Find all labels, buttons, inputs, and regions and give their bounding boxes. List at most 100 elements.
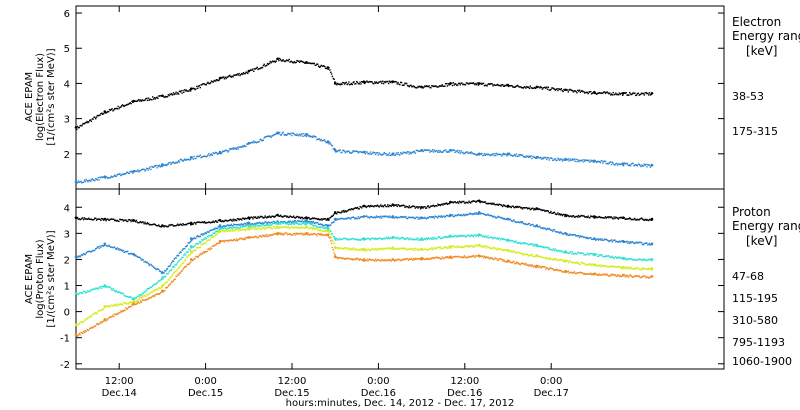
proton-point xyxy=(303,232,305,235)
proton-point xyxy=(488,202,490,205)
electron-point xyxy=(345,150,347,153)
electron-point xyxy=(508,85,511,87)
proton-point xyxy=(374,217,377,219)
proton-data-point xyxy=(362,258,366,261)
proton-point xyxy=(154,294,156,296)
proton-point xyxy=(445,246,448,248)
electron-point xyxy=(327,68,329,70)
electron-point xyxy=(381,154,383,156)
proton-point xyxy=(602,256,604,258)
electron-point xyxy=(140,100,143,102)
proton-point xyxy=(584,272,586,275)
proton-point xyxy=(599,216,601,219)
electron-point xyxy=(127,171,129,173)
electron-point xyxy=(505,84,507,87)
proton-point xyxy=(109,246,112,248)
electron-point xyxy=(464,152,467,154)
electron-point xyxy=(498,153,500,156)
proton-point xyxy=(620,275,622,278)
proton-point xyxy=(554,213,557,215)
proton-point xyxy=(457,234,460,237)
electron-point xyxy=(279,134,282,136)
electron-point xyxy=(471,82,474,85)
proton-point xyxy=(406,217,409,220)
proton-point xyxy=(162,291,164,293)
proton-point xyxy=(582,262,584,264)
proton-point xyxy=(395,248,398,250)
electron-point xyxy=(629,165,632,167)
proton-point xyxy=(510,240,512,242)
proton-point xyxy=(212,245,214,247)
electron-point xyxy=(490,154,493,156)
electron-point xyxy=(158,164,161,166)
proton-point xyxy=(505,249,507,251)
proton-point xyxy=(198,241,201,243)
proton-point xyxy=(274,223,277,225)
proton-point xyxy=(141,258,144,261)
electron-point xyxy=(169,161,171,164)
proton-point xyxy=(536,245,538,248)
proton-point xyxy=(503,259,506,262)
proton-point xyxy=(344,218,347,220)
proton-point xyxy=(419,239,422,241)
proton-point xyxy=(273,226,276,228)
proton-point xyxy=(206,239,208,242)
proton-point xyxy=(378,216,380,218)
proton-point xyxy=(311,228,314,230)
electron-point xyxy=(468,152,470,154)
electron-point xyxy=(307,134,309,136)
proton-point xyxy=(417,248,419,250)
proton-data-point xyxy=(449,245,452,248)
proton-point xyxy=(165,282,167,284)
electron-point xyxy=(85,178,87,181)
proton-point xyxy=(228,240,230,242)
proton-point xyxy=(359,258,361,260)
proton-point xyxy=(432,236,434,239)
proton-point xyxy=(575,253,577,255)
proton-point xyxy=(345,238,347,240)
proton-point xyxy=(387,216,390,219)
proton-point xyxy=(541,246,544,248)
proton-point xyxy=(376,259,379,261)
proton-point xyxy=(256,237,258,239)
proton-point xyxy=(230,227,233,229)
proton-point xyxy=(629,274,632,277)
proton-point xyxy=(389,204,391,207)
proton-point xyxy=(342,211,344,213)
proton-point xyxy=(600,265,602,268)
proton-point xyxy=(439,258,442,260)
proton-point xyxy=(309,227,311,229)
proton-point xyxy=(204,237,207,239)
proton-point xyxy=(437,257,439,259)
proton-point xyxy=(339,238,341,241)
proton-point xyxy=(587,263,589,266)
proton-point xyxy=(344,257,347,260)
proton-point xyxy=(650,260,652,262)
proton-point xyxy=(555,231,557,233)
proton-point xyxy=(361,207,363,209)
electron-data-point xyxy=(247,69,251,73)
proton-point xyxy=(329,229,331,232)
proton-point xyxy=(342,248,344,250)
electron-point xyxy=(559,89,562,91)
proton-point xyxy=(352,237,354,240)
proton-point xyxy=(133,298,136,301)
electron-point xyxy=(209,155,211,157)
electron-data-point xyxy=(449,82,452,85)
proton-point xyxy=(271,215,273,217)
proton-point xyxy=(307,228,309,230)
proton-point xyxy=(322,224,324,226)
proton-point xyxy=(518,263,520,265)
proton-point xyxy=(235,228,238,231)
proton-point xyxy=(538,208,540,210)
proton-point xyxy=(572,271,575,274)
electron-point xyxy=(357,152,360,154)
proton-point xyxy=(603,238,606,240)
proton-point xyxy=(584,216,586,218)
proton-point xyxy=(275,222,277,224)
proton-point xyxy=(101,309,103,312)
electron-point xyxy=(415,149,417,152)
proton-point xyxy=(284,221,286,223)
proton-point xyxy=(570,215,572,217)
electron-point xyxy=(118,107,120,110)
